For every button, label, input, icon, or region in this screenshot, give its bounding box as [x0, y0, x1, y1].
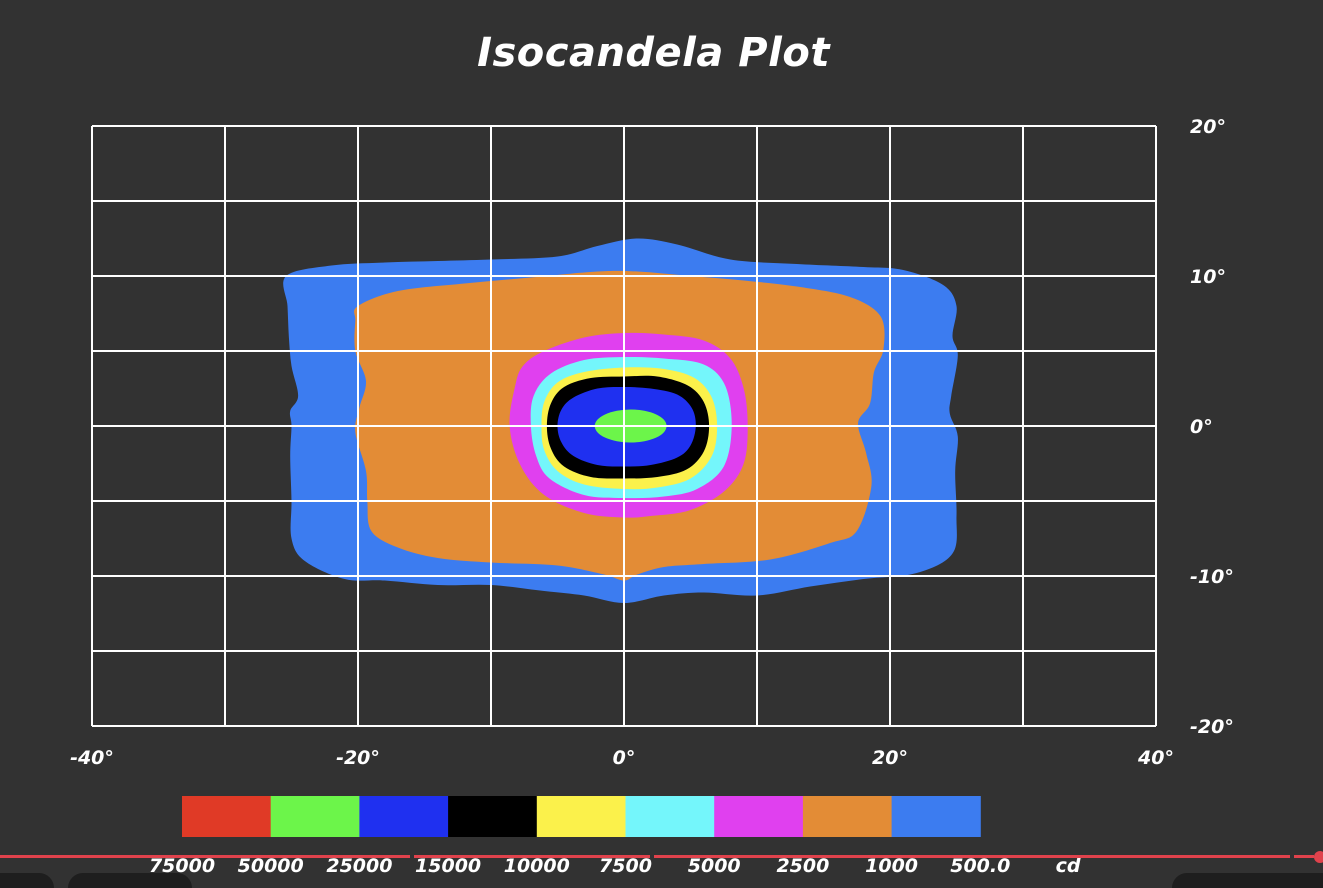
- legend-swatch-75000: [182, 796, 272, 837]
- x-tick-label: 20°: [872, 747, 908, 769]
- legend-label: 15000: [415, 855, 481, 877]
- legend-label: 10000: [504, 855, 570, 877]
- grid: [91, 125, 1157, 727]
- legend-label: 7500: [599, 855, 652, 877]
- video-progress-track[interactable]: [0, 855, 1323, 858]
- legend: 75000 50000 25000 15000 10000 7500 5000 2500 100…: [149, 796, 1081, 877]
- y-tick-label: 20°: [1190, 116, 1226, 138]
- legend-swatch-2500: [802, 796, 893, 837]
- y-tick-label: 0°: [1190, 416, 1213, 438]
- legend-swatch-15000: [448, 796, 538, 837]
- legend-label: 50000: [238, 855, 304, 877]
- progress-segment: [414, 855, 650, 858]
- y-tick-label: -20°: [1190, 716, 1234, 738]
- progress-segment: [0, 855, 410, 858]
- chart-title: Isocandela Plot: [477, 30, 830, 76]
- legend-label: 1000: [865, 855, 918, 877]
- x-tick-label: -20°: [336, 747, 380, 769]
- x-tick-label: -40°: [70, 747, 114, 769]
- control-pill[interactable]: [1172, 873, 1323, 888]
- legend-label: 25000: [326, 855, 392, 877]
- y-tick-label: 10°: [1190, 266, 1226, 288]
- legend-swatch-50000: [270, 796, 360, 837]
- legend-swatch-25000: [359, 796, 449, 837]
- y-tick-label: -10°: [1190, 566, 1234, 588]
- legend-unit: cd: [1056, 855, 1081, 877]
- legend-label: 500.0: [950, 855, 1010, 877]
- x-tick-label: 40°: [1137, 747, 1174, 769]
- control-pill[interactable]: [68, 873, 192, 888]
- contour-regions: [283, 238, 958, 603]
- legend-swatch-5000: [714, 796, 804, 837]
- progress-segment: [654, 855, 1290, 858]
- legend-label: 75000: [149, 855, 215, 877]
- progress-segment: [1294, 855, 1314, 858]
- legend-label: 2500: [776, 855, 829, 877]
- legend-swatch-7500: [625, 796, 715, 837]
- progress-scrubber-handle[interactable]: [1314, 851, 1323, 863]
- legend-swatch-1000: [891, 796, 981, 837]
- control-pill[interactable]: [0, 873, 54, 888]
- legend-label: 5000: [688, 855, 741, 877]
- x-tick-label: 0°: [613, 747, 636, 769]
- legend-swatch-10000: [536, 796, 626, 837]
